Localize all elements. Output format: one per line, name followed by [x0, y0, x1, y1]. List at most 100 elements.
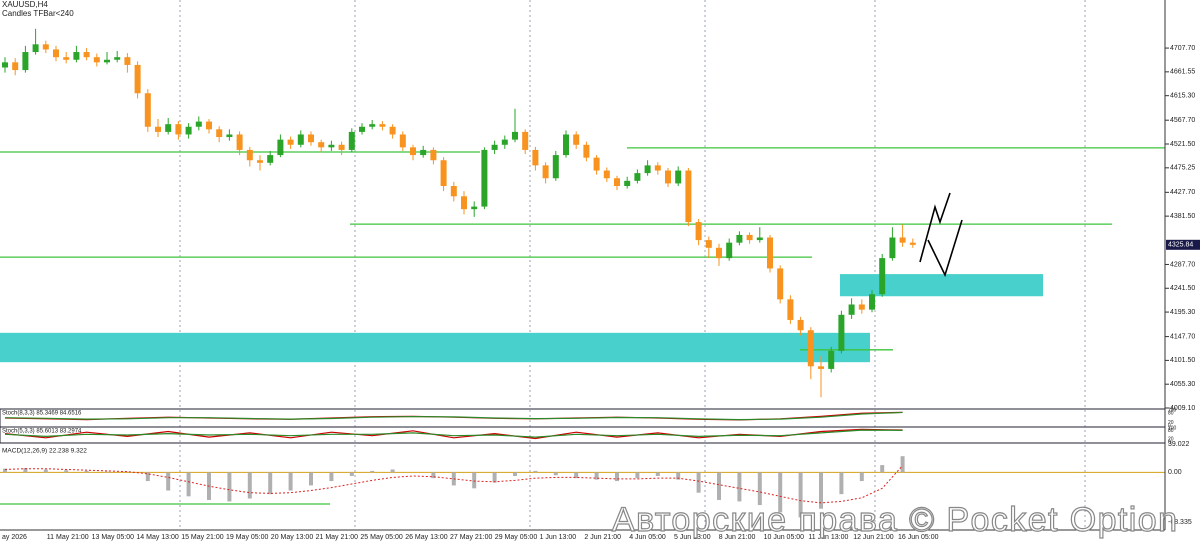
macd-bar [717, 472, 721, 500]
candle-body [216, 129, 223, 138]
candle-body [236, 134, 243, 150]
time-label: 27 May 21:00 [450, 534, 493, 541]
candle-body [379, 124, 386, 127]
candle-body [491, 144, 498, 150]
candle-body [73, 52, 80, 60]
stoch-line [4, 411, 903, 421]
zone [840, 274, 1043, 297]
price-tick-label: 4287.70 [1170, 261, 1195, 268]
macd-bar [798, 472, 803, 518]
time-label: 26 May 13:00 [405, 534, 448, 541]
current-price-label: 4325.84 [1168, 242, 1193, 249]
candle-body [899, 237, 906, 243]
time-label: 13 May 05:00 [92, 534, 135, 541]
candle-body [501, 139, 508, 145]
candle-body [93, 57, 100, 63]
price-tick-label: 4147.70 [1170, 333, 1195, 340]
candle-body [348, 131, 355, 150]
candle-body [144, 93, 151, 127]
indicator-label: Candles TFBar<240 [2, 9, 74, 18]
candle-body [685, 170, 692, 223]
candle-body [828, 350, 835, 369]
price-tick-label: 4055.30 [1170, 381, 1195, 388]
panel-tick-label: 80 [1168, 411, 1174, 417]
candle-body [634, 173, 641, 181]
candle-body [593, 157, 600, 171]
macd-bar [676, 472, 681, 480]
candle-body [440, 160, 447, 186]
candle-body [797, 319, 804, 331]
candle-body [889, 237, 896, 259]
panel-tick-label: 0 [1168, 423, 1171, 429]
candle-body [461, 196, 467, 210]
macd-bar [819, 472, 823, 509]
candle-body [359, 126, 365, 132]
macd-bar [288, 472, 293, 491]
macd-bar [757, 472, 762, 506]
time-label: 2 Jun 21:00 [584, 534, 621, 541]
candle-body [42, 44, 49, 50]
macd-bar [329, 472, 334, 482]
macd-tick-label: 39.022 [1168, 441, 1190, 448]
macd-bar [166, 472, 171, 491]
price-tick-label: 4707.70 [1170, 45, 1195, 52]
drawn-arrow [919, 192, 951, 263]
panel-label: MACD(12,26,9) 22.238 9.322 [2, 448, 87, 455]
stoch-line [4, 429, 903, 438]
candle-body [155, 126, 161, 132]
candle-body [603, 170, 610, 179]
candle-body [246, 149, 253, 161]
macd-bar [268, 472, 273, 495]
candle-body [338, 144, 345, 150]
panel-tick-label: 20 [1168, 437, 1174, 443]
time-label: 20 May 13:00 [271, 534, 314, 541]
macd-bar [655, 472, 660, 476]
price-tick-label: 4381.50 [1170, 213, 1195, 220]
candle-body [573, 134, 580, 145]
candle-body [644, 165, 651, 174]
zone [0, 332, 870, 363]
candle-body [869, 294, 875, 310]
candle-body [695, 222, 702, 241]
price-tick-label: 4241.50 [1170, 285, 1195, 292]
candle-body [665, 170, 671, 184]
candle-body [114, 57, 121, 60]
macd-bar [186, 472, 191, 497]
candle-body [767, 237, 773, 269]
candle-body [297, 134, 304, 145]
current-price-box [1166, 239, 1200, 250]
macd-bar [635, 472, 640, 479]
candle-body [277, 139, 284, 156]
macd-bar [472, 472, 477, 489]
time-label: 25 May 05:00 [360, 534, 403, 541]
macd-bar [492, 472, 497, 483]
macd-bar [370, 470, 375, 473]
price-tick-label: 4195.30 [1170, 309, 1195, 316]
candle-body [399, 134, 406, 148]
candle-body [134, 64, 141, 94]
candle-body [257, 160, 263, 163]
candle-body [858, 304, 865, 310]
candle-body [195, 121, 202, 127]
macd-bar [105, 471, 109, 473]
time-label: 29 May 05:00 [495, 534, 538, 541]
panel-tick-label: 20 [1168, 420, 1174, 426]
candle-body [756, 237, 763, 241]
price-tick-label: 4615.30 [1170, 93, 1195, 100]
symbol-label: XAUUSD,H4 [2, 0, 48, 9]
candle-body [716, 247, 722, 259]
time-label: 15 May 21:00 [181, 534, 224, 541]
panel-tick-label: 100 [1168, 407, 1177, 413]
macd-bar [513, 472, 517, 476]
macd-bar [696, 472, 701, 493]
macd-bar [247, 472, 252, 499]
time-label: 10 Jun 05:00 [764, 534, 805, 541]
macd-signal [4, 465, 903, 504]
candle-body [736, 234, 743, 243]
macd-bar [145, 472, 150, 482]
macd-bar [3, 468, 7, 473]
candle-body [512, 131, 518, 140]
macd-tick-label: -68.335 [1168, 519, 1192, 526]
macd-bar [431, 472, 436, 479]
